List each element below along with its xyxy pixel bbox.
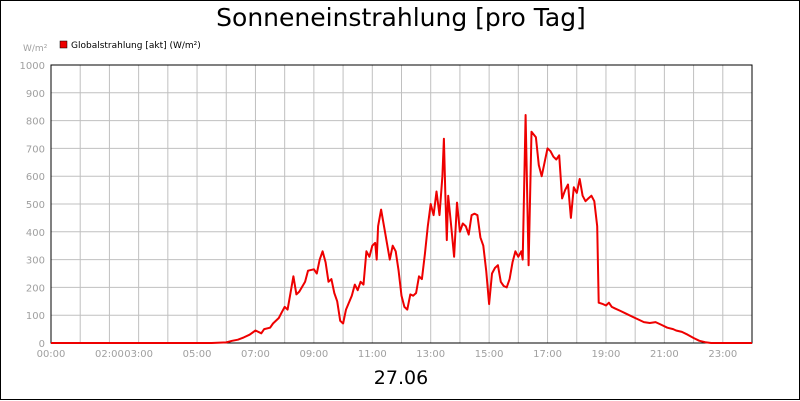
- x-tick-label: 17:00: [533, 349, 562, 360]
- x-tick-label: 13:00: [416, 349, 445, 360]
- legend-swatch: [59, 40, 68, 49]
- grid-layer: [51, 64, 752, 344]
- y-tick-label: 0: [39, 339, 45, 350]
- y-tick-label: 500: [26, 200, 45, 211]
- x-tick-label: 03:00: [124, 349, 153, 360]
- x-tick-label: 19:00: [592, 349, 621, 360]
- x-tick-label: 09:00: [299, 349, 328, 360]
- y-tick-label: 800: [26, 117, 45, 128]
- x-tick-label: 02:00: [95, 349, 124, 360]
- plot-border: [50, 64, 753, 344]
- date-label: 27.06: [373, 367, 429, 389]
- y-tick-label: 1000: [20, 61, 45, 72]
- x-tick-label: 00:00: [37, 349, 66, 360]
- y-tick-label: 700: [26, 144, 45, 155]
- x-tick-label: 21:00: [650, 349, 679, 360]
- x-tick-label: 05:00: [183, 349, 212, 360]
- legend-label: Globalstrahlung [akt] (W/m²): [71, 41, 201, 51]
- y-tick-label: 200: [26, 283, 45, 294]
- y-tick-label: 100: [26, 311, 45, 322]
- chart-title: Sonneneinstrahlung [pro Tag]: [216, 3, 586, 32]
- legend: Globalstrahlung [akt] (W/m²): [59, 40, 201, 51]
- series-line: [51, 114, 752, 344]
- y-tick-label: 400: [26, 228, 45, 239]
- y-unit-label: W/m²: [23, 44, 48, 54]
- y-tick-label: 300: [26, 256, 45, 267]
- x-tick-labels: 00:00 02:00 03:00 05:00 07:00 09:00 11:00 13:00…: [37, 349, 738, 360]
- y-tick-labels: 0 100 200 300 400 500 600 700 800 900 1000: [20, 61, 45, 350]
- x-tick-label: 07:00: [241, 349, 270, 360]
- series-layer: [51, 114, 752, 344]
- x-tick-label: 11:00: [358, 349, 387, 360]
- y-tick-label: 900: [26, 89, 45, 100]
- x-tick-label: 23:00: [708, 349, 737, 360]
- y-tick-label: 600: [26, 172, 45, 183]
- x-tick-label: 15:00: [475, 349, 504, 360]
